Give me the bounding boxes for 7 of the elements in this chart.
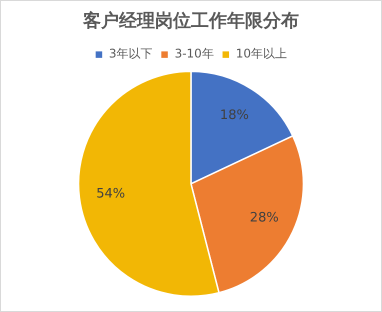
legend-label: 3-10年	[174, 46, 214, 61]
data-label: 18%	[220, 108, 249, 123]
data-label: 54%	[96, 186, 126, 202]
chart-title: 客户经理岗位工作年限分布	[82, 10, 299, 32]
legend-label: 3年以下	[108, 46, 153, 61]
data-label: 28%	[250, 210, 279, 226]
legend-label: 10年以上	[236, 46, 288, 61]
